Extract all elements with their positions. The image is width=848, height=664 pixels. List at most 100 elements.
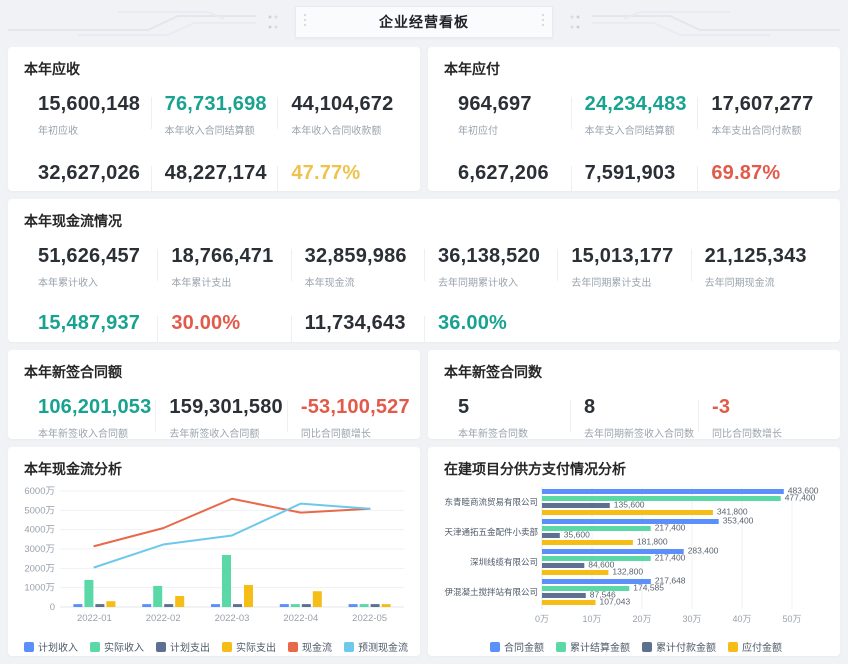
- svg-text:2022-05: 2022-05: [352, 613, 387, 624]
- stat-value: 964,697: [458, 93, 532, 115]
- stat-value: 5: [458, 396, 470, 418]
- stat-downstream-payment-rate: 69.87% 对下结算付款率: [697, 161, 824, 191]
- stat-value: 32,627,026: [38, 162, 141, 184]
- stat-label: 本年累计支出: [171, 278, 232, 289]
- contract-amount-stats: 106,201,053 本年新签收入合同额 159,301,580 去年新签收入…: [24, 395, 410, 439]
- page-title: 企业经营看板: [379, 14, 469, 30]
- stat-lastyear-new-contract-count: 8 去年同期新签收入合同数: [570, 395, 698, 439]
- stat-current-year-payable: 6,627,206 本年应付: [444, 161, 571, 191]
- legend-item[interactable]: 应付金额: [728, 639, 782, 654]
- stat-value: 36,138,520: [437, 245, 541, 267]
- stat-value: 6,627,206: [458, 162, 549, 184]
- stat-label: 同比合同额增长: [300, 429, 371, 439]
- stat-label: 同比合同数增长: [712, 429, 782, 439]
- stat-lastyear-new-contract-amount: 159,301,580 去年新签收入合同额: [155, 395, 286, 439]
- stat-value: 24,234,483: [584, 93, 687, 115]
- legend-label: 现金流: [302, 643, 332, 654]
- svg-text:2022-01: 2022-01: [77, 613, 112, 624]
- card-title-receivable: 本年应收: [24, 61, 80, 77]
- legend-item[interactable]: 实际支出: [222, 639, 276, 654]
- svg-text:2022-03: 2022-03: [215, 613, 250, 624]
- stat-label: 本年新签收入合同额: [38, 429, 128, 439]
- stat-value: 21,125,343: [704, 245, 807, 267]
- svg-text:山东青睦商流贸易有限公司: 山东青睦商流贸易有限公司: [444, 497, 538, 507]
- legend-item[interactable]: 现金流: [288, 639, 332, 654]
- legend-item[interactable]: 累计结算金额: [556, 639, 630, 654]
- card-new-contract-count: 本年新签合同数 5 本年新签合同数 8 去年同期新签收入合同数 -3 同比合同数…: [428, 350, 840, 439]
- legend-label: 计划收入: [38, 643, 78, 654]
- card-supplier-payment-chart: 在建项目分供方支付情况分析 0万 10万 20万 30万 40万 50万 山东青睦商流贸易有…: [428, 447, 840, 656]
- svg-text:483,600: 483,600: [788, 486, 819, 496]
- legend-label: 实际收入: [104, 643, 144, 654]
- receivable-stats: 15,600,148 年初应收 76,731,698 本年收入合同结算额 44,…: [24, 92, 404, 191]
- svg-text:135,600: 135,600: [614, 500, 645, 510]
- card-receivable: 本年应收 15,600,148 年初应收 76,731,698 本年收入合同结算…: [8, 47, 420, 191]
- legend-swatch: [556, 641, 566, 652]
- title-box: 企业经营看板: [295, 6, 553, 38]
- card-title-contract-count: 本年新签合同数: [444, 364, 542, 380]
- card-title-cashflow: 本年现金流情况: [24, 213, 122, 229]
- supplier-chart-svg[interactable]: 0万 10万 20万 30万 40万 50万 山东青睦商流贸易有限公司 483,600477,…: [428, 483, 828, 633]
- stat-expense-contract-settlement: 24,234,483 本年支入合同结算额: [570, 92, 698, 137]
- stat-label: 去年同期新签收入合同数: [584, 429, 694, 439]
- svg-text:353,400: 353,400: [723, 516, 754, 526]
- stat-expense-contract-payment: 17,607,277 本年支出合同付款额: [697, 92, 824, 137]
- legend-label: 合同金额: [504, 643, 544, 654]
- stat-value: -53,100,527: [300, 396, 410, 418]
- stat-value: 32,859,986: [304, 245, 407, 267]
- svg-text:87,546: 87,546: [590, 590, 616, 600]
- svg-text:132,800: 132,800: [612, 567, 643, 577]
- stat-year-begin-receivable: 15,600,148 年初应收: [24, 92, 151, 137]
- svg-text:341,800: 341,800: [717, 507, 748, 517]
- stat-label: 同比收入增长额: [38, 341, 153, 342]
- card-new-contract-amount: 本年新签合同额 106,201,053 本年新签收入合同额 159,301,58…: [8, 350, 420, 439]
- stat-label: 本年现金流: [304, 278, 355, 289]
- svg-text:283,400: 283,400: [688, 546, 719, 556]
- chart-title-cashflow-analysis: 本年现金流分析: [24, 461, 122, 477]
- stat-label: 去年同期累计支出: [571, 278, 652, 289]
- svg-text:50万: 50万: [782, 614, 801, 624]
- svg-text:5000万: 5000万: [24, 505, 55, 516]
- legend-item[interactable]: 计划收入: [24, 639, 78, 654]
- supplier-payment-chart[interactable]: 0万 10万 20万 30万 40万 50万 山东青睦商流贸易有限公司 483,600 477,…: [428, 483, 828, 638]
- svg-text:10万: 10万: [582, 614, 601, 624]
- svg-text:477,400: 477,400: [785, 493, 816, 503]
- legend-swatch: [24, 641, 34, 652]
- legend-item[interactable]: 累计付款金额: [642, 639, 716, 654]
- stat-label: 本年支入合同结算额: [584, 126, 675, 137]
- legend-item[interactable]: 实际收入: [90, 639, 144, 654]
- cashflow-analysis-legend: 计划收入 实际收入 计划支出 实际支出 现金流 预测现金流: [24, 639, 408, 654]
- legend-label: 累计结算金额: [570, 643, 630, 654]
- legend-item[interactable]: 计划支出: [156, 639, 210, 654]
- legend-item[interactable]: 合同金额: [490, 639, 544, 654]
- title-box-dots-left: [304, 14, 306, 26]
- stat-label: 去年同期现金流: [704, 278, 775, 289]
- cashflow-chart-svg[interactable]: 0 1000万 2000万 3000万 4000万 5000万 6000万 2022-01 20…: [24, 483, 408, 633]
- stat-yoy-cashflow-growth-amount: 11,734,643 同比现金流增长额: [290, 311, 424, 342]
- dashboard-header: 企业经营看板: [8, 5, 840, 39]
- svg-text:35,600: 35,600: [564, 530, 590, 540]
- legend-item[interactable]: 预测现金流: [344, 639, 408, 654]
- payable-stats: 964,697 年初应付 24,234,483 本年支入合同结算额 17,607…: [444, 92, 824, 191]
- svg-text:成都佐伊混凝土搅拌站有限公司: 成都佐伊混凝土搅拌站有限公司: [444, 587, 538, 597]
- legend-swatch: [344, 641, 354, 652]
- stat-value: 11,734,643: [304, 312, 406, 334]
- stat-value: 15,487,937: [38, 312, 141, 334]
- stat-upstream-collection-rate: 47.77% 对上产值回款率: [277, 161, 404, 191]
- cashflow-analysis-chart[interactable]: 0 1000万 2000万 3000万 4000万 5000万 6000万 2022-01 20…: [24, 483, 408, 638]
- legend-swatch: [490, 641, 500, 652]
- stat-yoy-contract-amount-growth: -53,100,527 同比合同额增长: [286, 395, 414, 439]
- svg-text:40万: 40万: [732, 614, 751, 624]
- stat-yoy-income-growth-amount: 15,487,937 同比收入增长额: [24, 311, 157, 342]
- row-new-contracts: 本年新签合同额 106,201,053 本年新签收入合同额 159,301,58…: [8, 350, 840, 439]
- stat-yoy-cashflow-growth-rate: 36.00% 同比现金流增长率: [423, 311, 557, 342]
- stat-value: 15,013,177: [571, 245, 674, 267]
- stat-yoy-income-growth-rate: 30.00% 同比收入增长率: [157, 311, 290, 342]
- row-receivable-payable: 本年应收 15,600,148 年初应收 76,731,698 本年收入合同结算…: [8, 47, 840, 191]
- stat-income-contract-collection: 44,104,672 本年收入合同收款额: [277, 92, 404, 137]
- svg-text:6000万: 6000万: [24, 486, 55, 497]
- svg-text:0万: 0万: [535, 614, 549, 624]
- legend-swatch: [728, 641, 738, 652]
- contract-count-stats: 5 本年新签合同数 8 去年同期新签收入合同数 -3 同比合同数增长: [444, 395, 824, 439]
